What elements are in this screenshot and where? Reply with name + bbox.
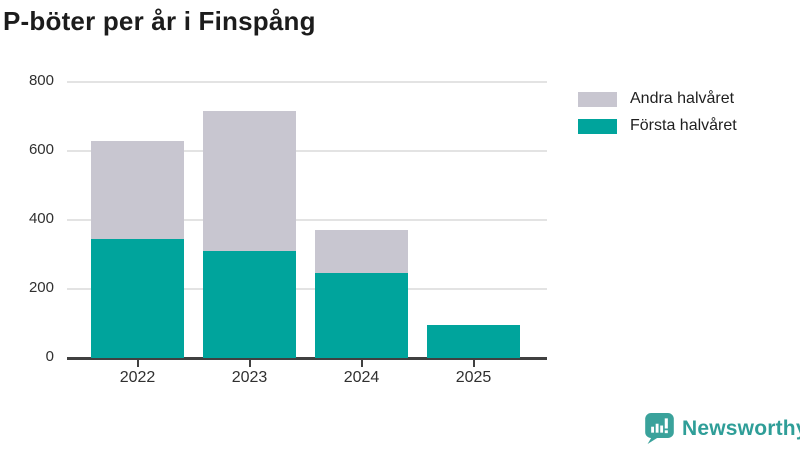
chart-title: P-böter per år i Finspång	[3, 6, 316, 36]
gridline-y-400	[67, 219, 547, 221]
gridline-y-800	[67, 81, 547, 83]
x-tick-2025	[472, 360, 475, 367]
newsworthy-wordmark: Newsworthy	[682, 416, 800, 440]
x-tick-label-2023: 2023	[231, 369, 268, 386]
legend: Andra halvåret Första halvåret	[578, 90, 737, 145]
legend-swatch-forsta	[578, 118, 617, 134]
gridline-y-200	[67, 288, 547, 290]
x-tick-label-2022: 2022	[119, 369, 156, 386]
legend-label-forsta: Första halvåret	[630, 117, 737, 134]
bar-segment-2023-första	[203, 251, 296, 358]
y-tick-label-400: 400	[28, 210, 54, 227]
x-axis-line	[67, 357, 547, 360]
x-tick-2024	[360, 360, 363, 367]
y-tick-label-600: 600	[28, 141, 54, 158]
y-tick-label-0: 0	[45, 348, 54, 365]
newsworthy-bubble-chart-icon	[645, 413, 674, 444]
bar-segment-2022-första	[91, 238, 184, 358]
bar-segment-2025-första	[427, 325, 520, 358]
y-tick-label-800: 800	[28, 72, 54, 89]
newsworthy-logo: Newsworthy	[645, 413, 800, 444]
x-tick-label-2024: 2024	[343, 369, 380, 386]
x-tick-2022	[136, 360, 139, 367]
bar-segment-2022-andra	[91, 140, 184, 239]
plot-area: 0 200 400 600 800 2022 2023 2024 2025	[29, 72, 547, 386]
legend-item-andra: Andra halvåret	[578, 90, 737, 107]
x-tick-label-2025: 2025	[455, 369, 492, 386]
bar-segment-2024-första	[315, 273, 408, 358]
legend-item-forsta: Första halvåret	[578, 117, 737, 134]
legend-label-andra: Andra halvåret	[630, 90, 735, 107]
legend-swatch-andra	[578, 91, 617, 107]
bar-segment-2024-andra	[315, 230, 408, 274]
y-tick-label-200: 200	[28, 279, 54, 296]
bar-segment-2023-andra	[203, 111, 296, 252]
x-tick-2023	[248, 360, 251, 367]
gridline-y-600	[67, 150, 547, 152]
